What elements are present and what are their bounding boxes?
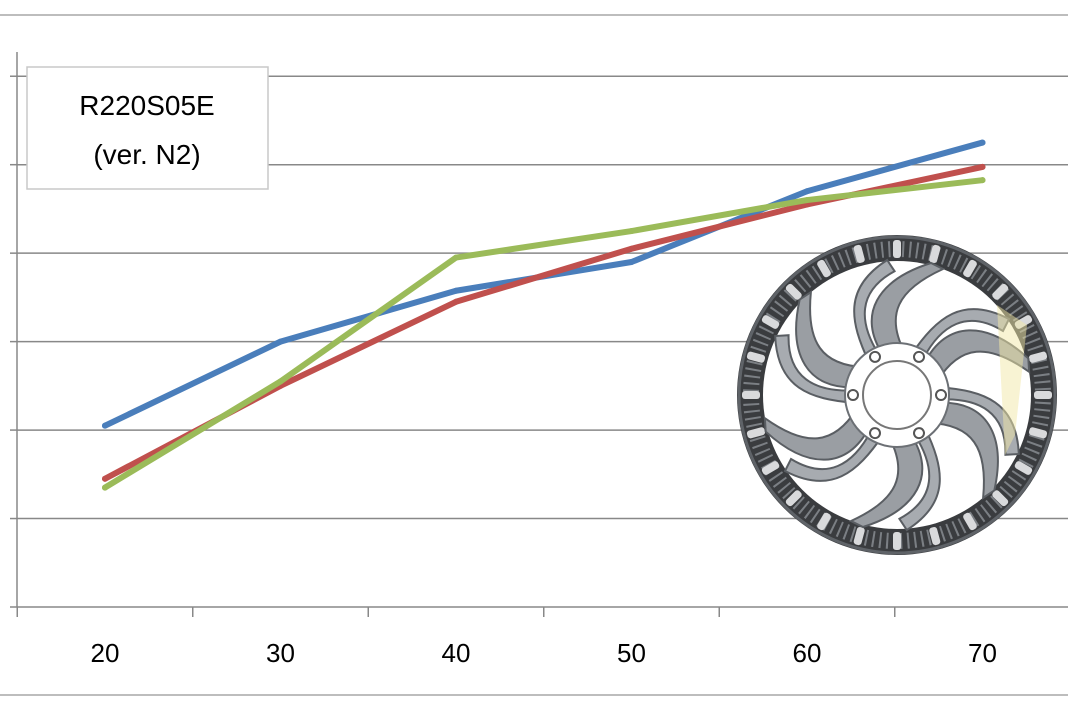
rotor-slot (761, 315, 780, 329)
rotor-slot (992, 283, 1009, 300)
rotor-arm (870, 261, 946, 357)
rotor-arm (853, 258, 897, 365)
x-tick-label: 40 (442, 638, 471, 668)
rotor-slot (929, 526, 941, 546)
data-point (453, 254, 459, 261)
rotor-arm (783, 429, 885, 482)
rotor-slot (963, 259, 977, 278)
rotor-slot (742, 391, 760, 399)
rotor-slot (1028, 351, 1048, 363)
data-point (628, 259, 635, 265)
data-point (453, 287, 459, 294)
rotor-bolt-hole (913, 350, 925, 363)
x-tick-label: 50 (617, 638, 646, 668)
rotor-slot (992, 490, 1009, 507)
data-point (628, 228, 635, 235)
data-point (979, 139, 986, 146)
rotor-slot (761, 461, 780, 475)
data-point (453, 298, 459, 305)
rotor-bolt-hole (869, 350, 881, 363)
rotor-slot (853, 526, 865, 546)
x-tick-label: 30 (266, 638, 295, 668)
data-point (804, 188, 810, 195)
rotor-slot (817, 512, 831, 531)
annotation-line-1: R220S05E (79, 90, 214, 121)
rotor-slot (785, 490, 802, 507)
data-point (628, 245, 635, 252)
rotor-highlight (997, 305, 1027, 455)
rotor-arm (763, 407, 871, 461)
series-lines (102, 139, 986, 491)
rotor-slot (963, 512, 977, 531)
data-point (804, 197, 810, 204)
rotor-arm (795, 290, 867, 389)
rotor-arm (927, 401, 999, 500)
data-point (979, 177, 986, 184)
rotor-slot (929, 244, 941, 264)
x-tick-label: 60 (793, 638, 822, 668)
x-tick-label: 20 (91, 638, 120, 668)
rotor-slot (1034, 391, 1052, 399)
data-point (102, 475, 108, 482)
brake-disc-rotor-image (737, 235, 1057, 555)
data-point (102, 484, 108, 491)
rotor-slot (893, 240, 901, 258)
rotor-bolt-hole (847, 389, 859, 401)
rotor-bolt-hole (869, 427, 881, 440)
rotor-slot (1028, 427, 1048, 439)
x-tick-label: 70 (968, 638, 997, 668)
axes (10, 52, 1068, 617)
rotor-slot (893, 532, 901, 550)
rotor-slot (785, 283, 802, 300)
rotor-slot (746, 351, 766, 363)
rotor-arm (848, 433, 924, 529)
rotor-slot (853, 244, 865, 264)
series-line-3 (102, 177, 986, 491)
rotor-slot (1014, 461, 1033, 475)
x-tick-labels: 20 30 40 50 60 70 (91, 638, 997, 668)
rotor-bolt-hole (913, 427, 925, 440)
data-point (277, 338, 284, 345)
annotation-line-2: (ver. N2) (93, 139, 200, 170)
rotor-slot (817, 259, 831, 278)
rotor-arm (897, 425, 941, 532)
data-point (102, 422, 108, 429)
annotation-box: R220S05E (ver. N2) (26, 66, 269, 190)
rotor-bolt-hole (935, 389, 947, 401)
rotor-slot (746, 427, 766, 439)
data-point (979, 163, 986, 170)
data-point (277, 378, 284, 385)
